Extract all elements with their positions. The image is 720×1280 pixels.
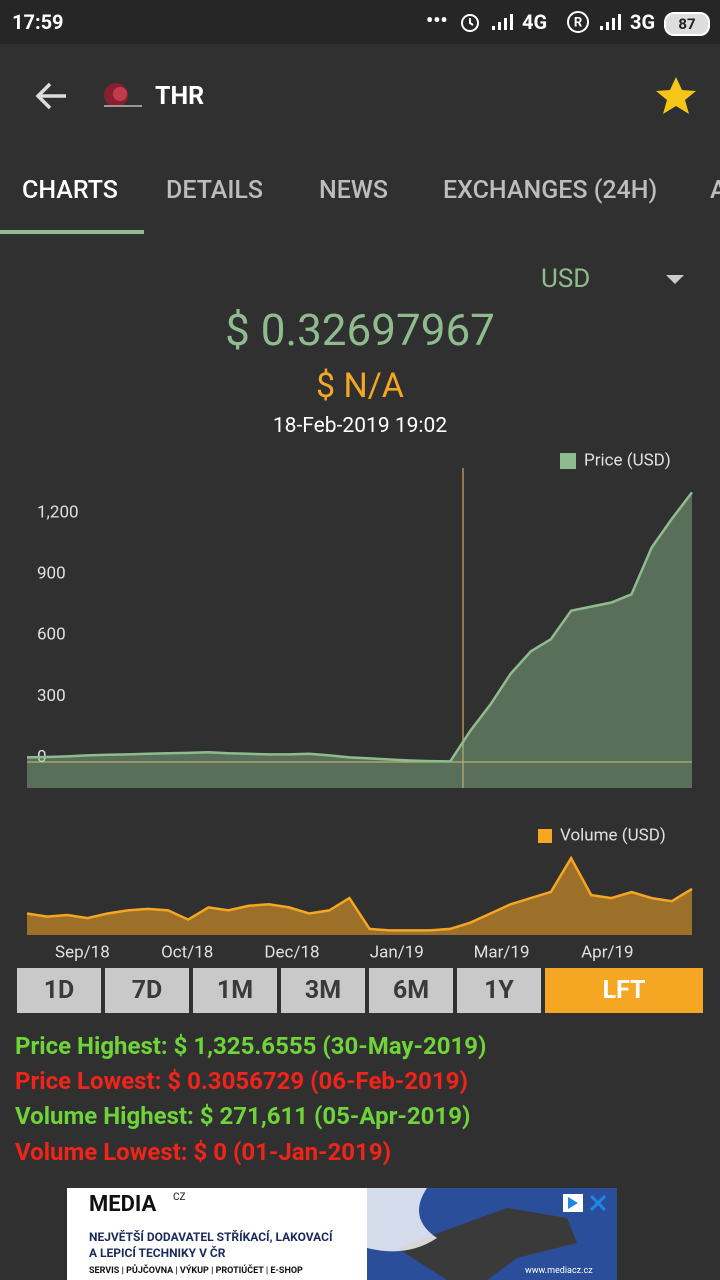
- range-button[interactable]: 7D: [105, 968, 189, 1013]
- range-button[interactable]: LFT: [545, 968, 703, 1013]
- area-fill: [27, 492, 692, 788]
- x-tick-label: Dec/18: [264, 942, 319, 962]
- tab[interactable]: A: [710, 176, 720, 205]
- favorite-star[interactable]: [654, 75, 698, 117]
- ad-services: SERVIS | PŮJČOVNA | VÝKUP | PROTIÚČET | …: [89, 1266, 303, 1276]
- tab[interactable]: NEWS: [319, 176, 389, 205]
- tab[interactable]: CHARTS: [22, 176, 118, 205]
- tab-bar: CHARTS DETAILS NEWS EXCHANGES (24H) A: [0, 150, 720, 236]
- signal-icon: [492, 14, 513, 30]
- price-change: $ N/A: [315, 366, 404, 406]
- x-tick-label: Sep/18: [55, 942, 110, 962]
- ad-banner[interactable]: MEDIA CZ NEJVĚTŠÍ DODAVATEL STŘÍKACÍ, LA…: [67, 1188, 617, 1280]
- coin-title: THR: [155, 82, 205, 111]
- svg-text:R: R: [574, 15, 583, 30]
- stat-volume-highest: Volume Highest: $ 271,611 (05-Apr-2019): [15, 1102, 471, 1130]
- stat-volume-lowest: Volume Lowest: $ 0 (01-Jan-2019): [15, 1138, 392, 1166]
- status-bar: 17:59 ••• 4G R 3G 87: [0, 0, 720, 44]
- coin-logo: [104, 83, 142, 107]
- range-button[interactable]: 3M: [281, 968, 365, 1013]
- currency-selector[interactable]: USD: [541, 264, 591, 294]
- stat-price-highest: Price Highest: $ 1,325.6555 (30-May-2019…: [15, 1032, 487, 1060]
- roaming-icon: R: [567, 11, 589, 33]
- series-line: [26, 491, 693, 763]
- x-tick-label: Mar/19: [474, 942, 530, 962]
- y-tick-label: 300: [37, 686, 66, 706]
- series-line: [26, 855, 693, 932]
- ad-line: A LEPICÍ TECHNIKY V ČR: [89, 1246, 226, 1260]
- range-button[interactable]: 1M: [193, 968, 277, 1013]
- ad-brand-suffix: CZ: [173, 1192, 186, 1203]
- current-price: $ 0.32697967: [225, 304, 495, 356]
- legend-label: Price (USD): [584, 450, 671, 470]
- area-fill: [27, 858, 692, 935]
- legend-label: Volume (USD): [560, 825, 666, 845]
- ad-brand: MEDIA: [89, 1192, 157, 1217]
- y-tick-label: 600: [37, 625, 66, 645]
- alarm-icon: [461, 14, 479, 32]
- app-bar: THR: [0, 44, 720, 150]
- y-tick-label: 900: [37, 564, 66, 584]
- clock: 17:59: [12, 10, 64, 34]
- tab[interactable]: EXCHANGES (24H): [443, 176, 658, 205]
- more-icon: •••: [426, 8, 448, 32]
- legend-swatch: [560, 453, 576, 469]
- battery: 87: [664, 12, 710, 36]
- tab-indicator: [0, 230, 144, 234]
- stat-price-lowest: Price Lowest: $ 0.3056729 (06-Feb-2019): [15, 1067, 468, 1095]
- back-button[interactable]: [32, 78, 72, 114]
- tab[interactable]: DETAILS: [166, 176, 264, 205]
- y-tick-label: 1,200: [37, 502, 79, 522]
- legend-swatch: [538, 829, 552, 843]
- timestamp: 18-Feb-2019 19:02: [272, 414, 448, 438]
- x-tick-label: Jan/19: [370, 942, 424, 962]
- range-button[interactable]: 1Y: [457, 968, 541, 1013]
- signal-icon: [600, 14, 621, 30]
- network-label: 3G: [630, 10, 656, 34]
- range-button[interactable]: 6M: [369, 968, 453, 1013]
- ad-url: www.mediacz.cz: [525, 1266, 593, 1276]
- dropdown-arrow[interactable]: [664, 272, 686, 286]
- ad-image: [367, 1188, 617, 1280]
- x-tick-label: Apr/19: [581, 942, 634, 962]
- network-label: 4G: [522, 10, 548, 34]
- ad-line: NEJVĚTŠÍ DODAVATEL STŘÍKACÍ, LAKOVACÍ: [89, 1230, 333, 1244]
- range-selector: 1D 7D 1M 3M 6M 1Y LFT: [17, 968, 703, 1013]
- range-button[interactable]: 1D: [17, 968, 101, 1013]
- x-tick-label: Oct/18: [161, 942, 213, 962]
